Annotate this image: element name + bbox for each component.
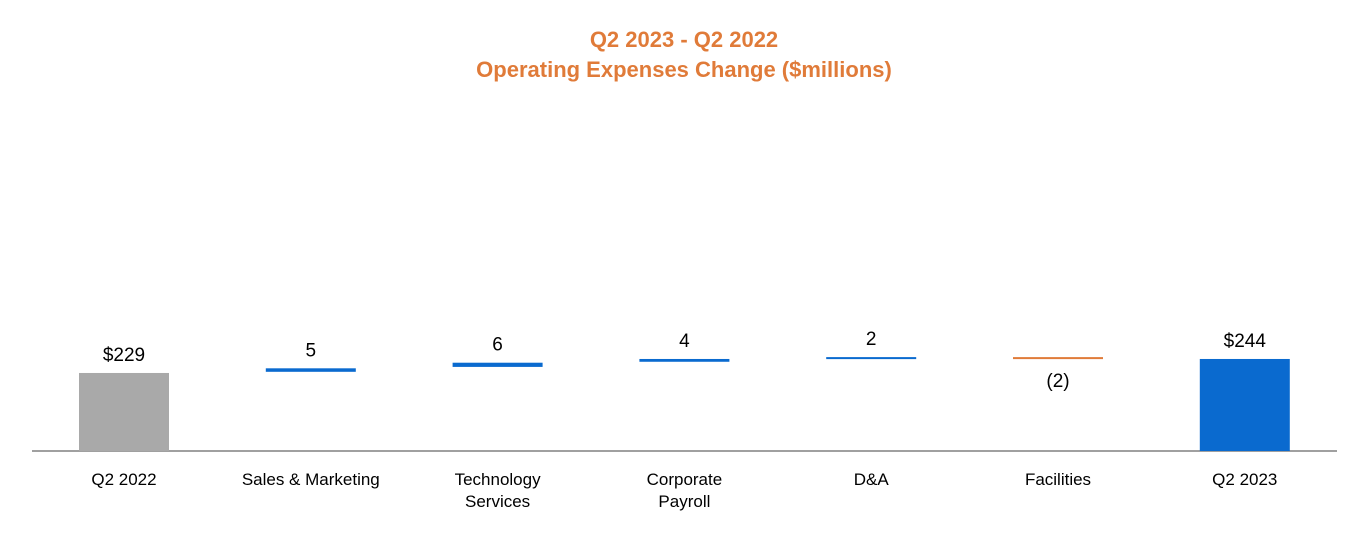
data-label-2: 6 xyxy=(492,335,503,356)
category-label-1: Sales & Marketing xyxy=(242,470,380,489)
data-label-3: 4 xyxy=(679,331,690,352)
bar-5 xyxy=(1013,357,1103,360)
category-label-3-1: Payroll xyxy=(658,492,710,511)
category-label-0: Q2 2022 xyxy=(91,470,156,489)
bar-1 xyxy=(265,368,356,372)
category-label-2-1: Services xyxy=(465,492,530,511)
bar-2 xyxy=(452,362,543,367)
data-label-0: $229 xyxy=(103,345,145,366)
category-label-2-0: Technology xyxy=(455,470,542,489)
data-label-1: 5 xyxy=(306,340,317,361)
chart-subtitle: Operating Expenses Change ($millions) xyxy=(476,57,892,82)
bar-3 xyxy=(639,358,730,362)
data-label-4: 2 xyxy=(866,329,877,350)
category-label-4: D&A xyxy=(854,470,890,489)
category-label-5: Facilities xyxy=(1025,470,1091,489)
category-label-3-0: Corporate xyxy=(647,470,723,489)
category-label-6: Q2 2023 xyxy=(1212,470,1277,489)
data-label-6: $244 xyxy=(1224,331,1267,352)
chart-title: Q2 2023 - Q2 2022 xyxy=(589,27,779,52)
bar-4 xyxy=(826,357,917,360)
bar-0 xyxy=(79,372,169,451)
bar-6 xyxy=(1199,358,1290,451)
data-label-5: (2) xyxy=(1046,371,1069,392)
